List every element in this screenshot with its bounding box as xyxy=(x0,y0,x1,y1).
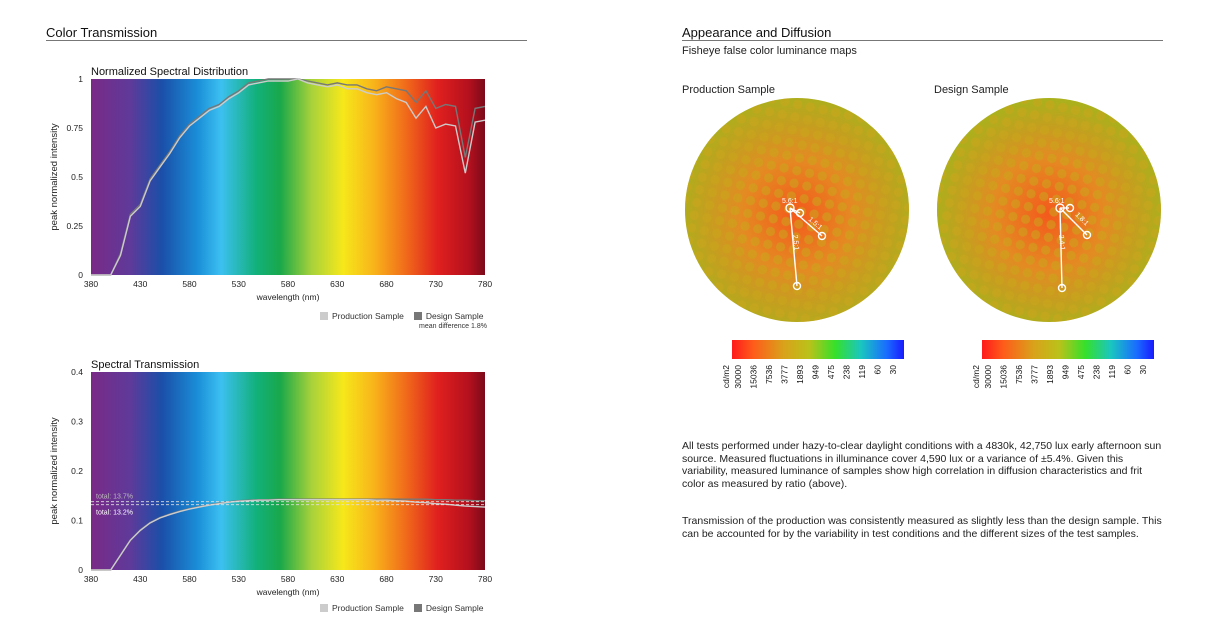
legend-swatch-production xyxy=(320,312,328,320)
scale-unit-label: cd/m2 xyxy=(721,365,731,388)
scale-tick-label: 1893 xyxy=(795,365,805,384)
methodology-paragraph: All tests performed under hazy-to-clear … xyxy=(682,440,1162,490)
legend-swatch-design xyxy=(413,604,422,612)
y-tick-label: 0.75 xyxy=(66,123,83,133)
design-sample-label: Design Sample xyxy=(934,84,1009,96)
x-tick-label: 780 xyxy=(478,279,492,289)
legend-label-production: Production Sample xyxy=(332,603,404,613)
scale-tick-label: 30000 xyxy=(983,365,993,389)
scale-tick-label: 7536 xyxy=(764,365,774,384)
design-fisheye-map: 5.6:1 1.8:1 2.4:1 xyxy=(937,98,1161,322)
scale-tick-label: 1893 xyxy=(1045,365,1055,384)
y-tick-label: 0 xyxy=(78,565,83,575)
scale-tick-label: 7536 xyxy=(1014,365,1024,384)
chart1-legend: Production Sample Design Sample xyxy=(320,311,483,321)
scale-tick-label: 949 xyxy=(811,365,821,379)
x-axis-label: wavelength (nm) xyxy=(256,587,320,597)
x-tick-label: 730 xyxy=(429,279,443,289)
y-tick-label: 0.1 xyxy=(71,516,83,526)
scale-tick-label: 15036 xyxy=(999,365,1009,389)
spectrum-background xyxy=(91,372,485,570)
y-tick-label: 1 xyxy=(78,74,83,84)
legend-label-design: Design Sample xyxy=(425,311,484,321)
x-tick-label: 730 xyxy=(429,574,443,584)
spectrum-background xyxy=(91,79,485,275)
legend-label-production: Production Sample xyxy=(332,311,404,321)
y-tick-label: 0.2 xyxy=(71,466,83,476)
scale-tick-label: 238 xyxy=(842,365,852,379)
x-tick-label: 580 xyxy=(281,279,295,289)
legend-label-design: Design Sample xyxy=(425,603,484,613)
right-section-title: Appearance and Diffusion xyxy=(682,25,832,40)
scale-tick-label: 119 xyxy=(1107,365,1117,379)
y-tick-label: 0.4 xyxy=(71,367,83,377)
y-tick-label: 0.5 xyxy=(71,172,83,182)
x-tick-label: 680 xyxy=(379,279,393,289)
x-tick-label: 580 xyxy=(182,574,196,584)
production-ratio-1: 5.6:1 xyxy=(782,198,798,205)
production-color-scale: cd/m2 30000 15036 7536 3777 1893 949 475 238 119 6… xyxy=(721,340,904,389)
right-title-rule xyxy=(682,40,1163,41)
chart-title: Spectral Transmission xyxy=(91,359,199,371)
scale-tick-label: 30 xyxy=(888,365,898,375)
scale-tick-label: 475 xyxy=(826,365,836,379)
scale-tick-label: 3777 xyxy=(780,365,790,384)
y-tick-label: 0 xyxy=(78,270,83,280)
production-fisheye-map: 5.6:1 1.5:1 2.5:1 xyxy=(685,98,909,322)
x-tick-label: 680 xyxy=(379,574,393,584)
scale-tick-label: 30 xyxy=(1138,365,1148,375)
scale-tick-label: 15036 xyxy=(749,365,759,389)
left-title-rule xyxy=(46,40,527,41)
right-subtitle: Fisheye false color luminance maps xyxy=(682,45,857,57)
chart-title: Normalized Spectral Distribution xyxy=(91,66,248,78)
y-tick-label: 0.3 xyxy=(71,417,83,427)
x-tick-label: 380 xyxy=(84,279,98,289)
legend-swatch-design xyxy=(413,312,422,320)
y-axis-label: peak normalized intensity xyxy=(49,417,60,524)
production-sample-label: Production Sample xyxy=(682,84,775,96)
x-tick-label: 630 xyxy=(330,279,344,289)
total-annotation: total: 13.2% xyxy=(96,510,133,517)
scale-tick-label: 949 xyxy=(1061,365,1071,379)
transmission-paragraph: Transmission of the production was consi… xyxy=(682,515,1162,540)
chart2-legend: Production Sample Design Sample xyxy=(320,603,483,613)
y-tick-label: 0.25 xyxy=(66,221,83,231)
x-tick-label: 530 xyxy=(232,279,246,289)
scale-unit-label: cd/m2 xyxy=(971,365,981,388)
design-ratio-1: 5.6:1 xyxy=(1049,198,1065,205)
legend-swatch-production xyxy=(320,604,328,612)
x-tick-label: 580 xyxy=(182,279,196,289)
production-ratio-3: 2.5:1 xyxy=(791,234,800,250)
series-line-design xyxy=(91,78,486,276)
x-tick-label: 580 xyxy=(281,574,295,584)
scale-tick-label: 30000 xyxy=(733,365,743,389)
x-tick-label: 380 xyxy=(84,574,98,584)
x-tick-label: 780 xyxy=(478,574,492,584)
chart-spectral-transmission: Spectral Transmission 0 0.1 0.2 0.3 0.4 380 430… xyxy=(49,359,492,597)
mean-difference-note: mean difference 1.8% xyxy=(419,323,487,330)
series-line-production xyxy=(91,499,486,571)
x-tick-label: 430 xyxy=(133,574,147,584)
scale-tick-label: 60 xyxy=(1123,365,1133,375)
left-section-title: Color Transmission xyxy=(46,25,158,40)
scale-tick-label: 3777 xyxy=(1030,365,1040,384)
y-axis-label: peak normalized intensity xyxy=(49,123,60,230)
chart-normalized-spectral: Normalized Spectral Distribution 0 0.25 0.5… xyxy=(49,66,492,302)
x-axis-label: wavelength (nm) xyxy=(256,292,320,302)
scale-tick-label: 475 xyxy=(1076,365,1086,379)
total-annotation: total: 13.7% xyxy=(96,494,133,501)
design-color-scale: cd/m2 30000 15036 7536 3777 1893 949 475 238 119 6… xyxy=(971,340,1154,389)
fisheye-luminance-maps: 5.6:1 1.5:1 2.5:1 5.6:1 1.8:1 2.4:1 cd/m… xyxy=(685,98,1161,389)
x-tick-label: 630 xyxy=(330,574,344,584)
scale-tick-label: 119 xyxy=(857,365,867,379)
series-line-production xyxy=(91,78,486,276)
x-tick-label: 530 xyxy=(232,574,246,584)
scale-tick-label: 60 xyxy=(873,365,883,375)
scale-tick-label: 238 xyxy=(1092,365,1102,379)
design-ratio-3: 2.4:1 xyxy=(1057,234,1066,250)
x-tick-label: 430 xyxy=(133,279,147,289)
